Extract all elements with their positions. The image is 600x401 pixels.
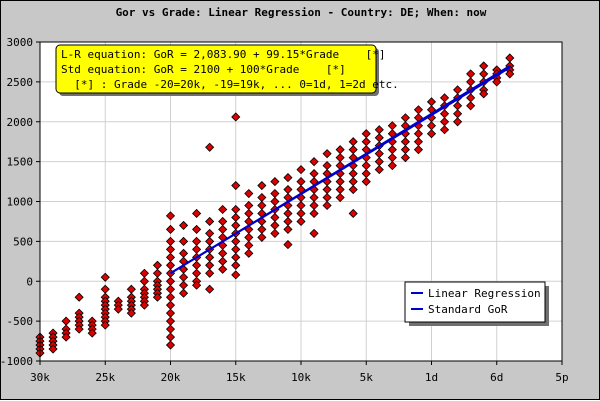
data-point [205, 142, 215, 152]
equation-box: L-R equation: GoR = 2,083.90 + 99.15*Gra… [55, 44, 399, 96]
data-point [165, 211, 176, 221]
data-point [231, 112, 241, 122]
legend-label-standard-gor: Standard GoR [428, 303, 508, 316]
data-point [126, 308, 136, 318]
x-tick-label: 5k [360, 371, 374, 384]
data-point [309, 228, 319, 238]
data-point [231, 260, 241, 270]
data-point [87, 328, 97, 338]
equation-box-background [55, 44, 377, 94]
std-equation-text: Std equation: GoR = 2100 + 100*Grade [*] [61, 63, 346, 76]
data-point [479, 89, 489, 99]
data-point [178, 288, 189, 298]
x-tick-label: 1d [425, 371, 438, 384]
plot-border [39, 41, 563, 362]
chart-title: Gor vs Grade: Linear Regression - Countr… [116, 6, 487, 19]
data-point [309, 208, 319, 219]
data-point [205, 284, 215, 294]
data-point [218, 264, 228, 274]
data-point [74, 324, 84, 334]
y-tick-label: 1000 [7, 196, 34, 209]
y-tick-label: -500 [7, 315, 34, 328]
data-point [244, 248, 254, 258]
data-point [192, 224, 202, 234]
data-point [218, 204, 228, 215]
data-point [152, 292, 163, 302]
regression-lines [39, 41, 563, 362]
y-axis: -1000 -500 0 500 1000 1500 2000 2500 3000 [1, 36, 40, 368]
data-point [61, 332, 71, 342]
data-point [309, 157, 319, 167]
data-point [74, 292, 84, 302]
legend-label-linear-regression: Linear Regression [428, 287, 541, 300]
data-point [466, 101, 476, 111]
data-point [283, 224, 293, 234]
data-point [205, 216, 215, 227]
data-point [231, 270, 241, 280]
data-point [453, 117, 463, 127]
x-tick-label: 10k [291, 371, 311, 384]
data-point [439, 125, 450, 135]
y-tick-label: 2500 [7, 76, 34, 89]
data-point [283, 239, 293, 250]
y-tick-label: 2000 [7, 116, 34, 129]
data-point [100, 272, 110, 282]
lr-equation-text: L-R equation: GoR = 2,083.90 + 99.15*Gra… [61, 48, 386, 61]
data-point [165, 340, 176, 350]
series-line-1 [169, 65, 511, 275]
data-point [192, 280, 202, 290]
data-point [178, 236, 189, 246]
data-point [270, 176, 280, 187]
data-point [505, 69, 515, 79]
x-tick-label: 5p [555, 371, 568, 384]
y-tick-label: 0 [26, 275, 33, 288]
data-point [335, 192, 345, 203]
x-axis: 30k 25k 20k 15k 10k 5k 1d 6d 5p [30, 361, 569, 384]
y-tick-label: -1000 [1, 355, 33, 368]
data-point [257, 232, 267, 242]
data-point [348, 208, 358, 219]
data-point [205, 268, 215, 278]
x-tick-label: 20k [161, 371, 181, 384]
data-point [100, 320, 110, 330]
y-tick-label: 3000 [7, 36, 34, 49]
data-point [426, 129, 437, 139]
data-point [283, 173, 293, 183]
x-tick-label: 15k [226, 371, 246, 384]
x-tick-label: 25k [95, 371, 115, 384]
legend-background [404, 281, 546, 323]
data-point [270, 228, 280, 238]
data-point [296, 165, 306, 175]
data-point [257, 180, 267, 191]
grade-note-text: [*] : Grade -20=20k, -19=19k, ... 0=1d, … [61, 78, 399, 91]
data-point [178, 220, 189, 230]
y-tick-label: 1500 [7, 156, 34, 169]
data-point [139, 300, 149, 310]
data-point [400, 153, 410, 163]
data-point [322, 149, 332, 159]
data-point [244, 188, 254, 199]
data-point [492, 77, 502, 87]
data-point [113, 304, 123, 314]
data-point [348, 184, 358, 195]
data-point [296, 216, 306, 227]
data-point [48, 344, 58, 354]
data-point [361, 176, 371, 187]
x-tick-label: 6d [490, 371, 503, 384]
data-point [192, 208, 202, 219]
data-point [322, 200, 332, 211]
legend: Linear Regression Standard GoR [404, 281, 549, 326]
data-point [165, 224, 176, 234]
data-points [35, 53, 515, 358]
data-point [387, 161, 397, 171]
data-point [374, 165, 384, 175]
y-tick-label: 500 [13, 235, 33, 248]
data-point [231, 180, 241, 191]
x-tick-label: 30k [30, 371, 50, 384]
data-point [413, 145, 424, 155]
